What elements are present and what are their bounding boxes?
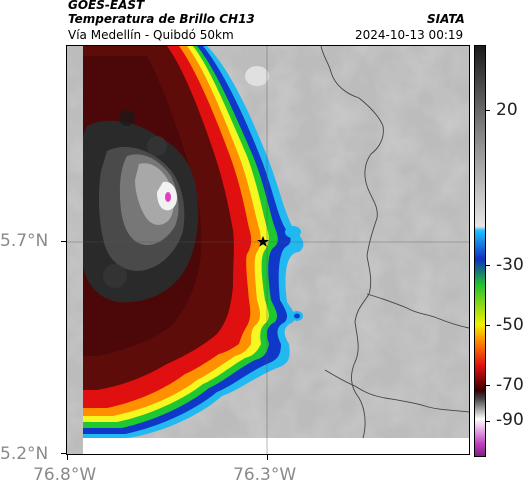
- colorbar-label: -50: [496, 315, 524, 335]
- colorbar-label: -70: [496, 375, 524, 395]
- boundary-line: [320, 46, 384, 439]
- x-tick-label: 76.3°W: [233, 465, 297, 485]
- colorbar-label: -30: [496, 255, 524, 275]
- y-tick-mark: [61, 453, 66, 454]
- colorbar-tick: [485, 325, 490, 326]
- colorbar-label: -90: [496, 410, 524, 430]
- colorbar-tick: [485, 385, 490, 386]
- colorbar-tick: [485, 265, 490, 266]
- timestamp-label: 2024-10-13 00:19: [355, 28, 464, 42]
- x-tick-mark: [267, 455, 268, 460]
- y-tick-label: 5.7°N: [0, 231, 49, 251]
- agency-label: SIATA: [427, 12, 465, 26]
- x-tick-mark: [67, 455, 68, 460]
- satellite-map: [66, 45, 470, 455]
- y-tick-label: 5.2°N: [0, 444, 49, 464]
- star-icon: [257, 236, 269, 247]
- colorbar: [474, 45, 486, 457]
- satellite-title: GOES-EAST: [68, 0, 145, 12]
- product-title: Temperatura de Brillo CH13: [68, 12, 255, 26]
- y-tick-mark: [61, 241, 66, 242]
- route-subtitle: Vía Medellín - Quibdó 50km: [68, 28, 234, 42]
- colorbar-tick: [485, 110, 490, 111]
- colorbar-label: 20: [496, 100, 518, 120]
- colorbar-tick: [485, 421, 490, 422]
- x-tick-label: 76.8°W: [33, 465, 97, 485]
